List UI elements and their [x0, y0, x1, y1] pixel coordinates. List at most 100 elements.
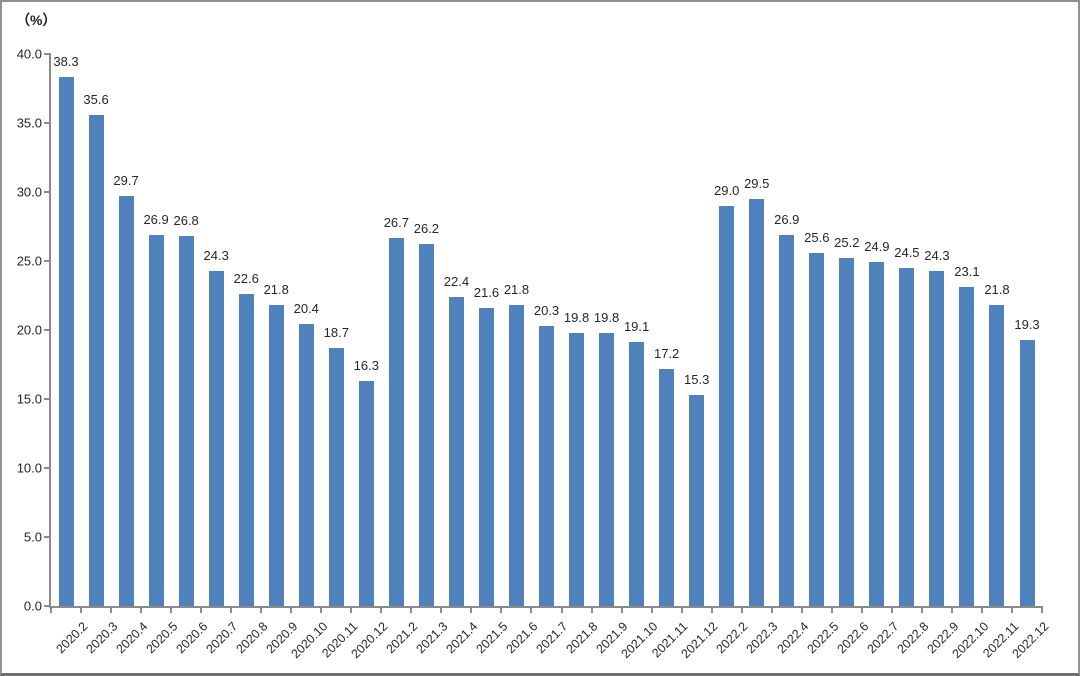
x-tick-mark: [170, 606, 173, 613]
bar-column-2020.12: 16.3: [351, 54, 381, 606]
bar-2022.7: [869, 262, 885, 606]
bar-value-label: 21.8: [984, 282, 1010, 298]
x-tick-mark: [830, 606, 833, 613]
x-tick-mark: [260, 606, 263, 613]
bar-column-2022.8: 24.5: [892, 54, 922, 606]
x-tick-mark: [350, 606, 353, 613]
bar-value-label: 20.4: [293, 301, 319, 317]
bar-value-label: 24.3: [924, 247, 950, 263]
bar-column-2021.11: 17.2: [652, 54, 682, 606]
bar-value-label: 17.2: [653, 345, 680, 361]
x-axis-labels: 2020.2 2020.3 2020.4 2020.5 2020.6 2020.7 2020…: [51, 606, 1051, 673]
bar-column-2020.5: 26.9: [141, 54, 171, 606]
bar-2021.2: [388, 237, 404, 606]
bar-2021.12: [689, 394, 705, 606]
bar-value-label: 23.1: [954, 264, 980, 280]
bar-value-label: 38.3: [53, 54, 79, 70]
x-tick-mark: [290, 606, 293, 613]
y-tick-label: 25.0: [16, 253, 42, 269]
y-tick-mark: [44, 329, 51, 331]
bar-column-2022.11: 21.8: [982, 54, 1012, 606]
bar-column-2021.12: 15.3: [682, 54, 712, 606]
x-tick-label-2021.8: 2021.8: [563, 619, 601, 657]
bar-value-label: 15.3: [684, 371, 710, 387]
x-tick-label-2021.3: 2021.3: [413, 619, 451, 657]
bar-2020.9: [268, 305, 284, 606]
y-tick-mark: [44, 398, 51, 400]
bar-column-2021.10: 19.1: [622, 54, 652, 606]
x-tick-label-2021.2: 2021.2: [383, 619, 421, 657]
bar-2022.9: [929, 270, 945, 606]
x-tick-label-2022.2: 2022.2: [713, 619, 751, 657]
y-axis-unit-label: （%）: [16, 12, 57, 28]
bar-value-label: 20.3: [533, 302, 560, 318]
x-tick-label-2021.4: 2021.4: [443, 619, 481, 657]
bar-column-2020.6: 26.8: [171, 54, 201, 606]
y-tick-label: 5.0: [23, 529, 42, 545]
bar-2021.8: [569, 332, 585, 606]
bar-2022.12: [1019, 339, 1035, 606]
y-tick-mark: [44, 260, 51, 262]
bar-value-label: 35.6: [83, 91, 109, 107]
bar-value-label: 22.4: [443, 273, 470, 289]
bar-2020.7: [208, 270, 224, 606]
bar-2021.6: [508, 305, 524, 606]
x-tick-mark: [980, 606, 983, 613]
bar-value-label: 21.8: [263, 282, 289, 298]
x-tick-mark: [950, 606, 953, 613]
y-tick-label: 35.0: [16, 115, 42, 131]
bar-value-label: 26.7: [383, 214, 410, 230]
bar-2021.5: [478, 307, 494, 606]
x-tick-mark: [410, 606, 413, 613]
x-tick-mark: [200, 606, 203, 613]
x-tick-mark: [470, 606, 473, 613]
x-tick-mark: [1010, 606, 1013, 613]
bar-value-label: 22.6: [233, 271, 259, 287]
bar-column-2020.7: 24.3: [201, 54, 231, 606]
x-tick-mark: [50, 606, 52, 613]
bar-column-2022.3: 29.5: [742, 54, 772, 606]
y-tick-label: 40.0: [16, 46, 42, 62]
x-tick-label-2021.6: 2021.6: [503, 619, 541, 657]
bar-column-2022.7: 24.9: [862, 54, 892, 606]
bar-column-2021.2: 26.7: [381, 54, 411, 606]
x-tick-label-2022.3: 2022.3: [743, 619, 781, 657]
bar-2021.11: [659, 368, 675, 606]
x-tick-mark: [890, 606, 893, 613]
bar-value-label: 26.9: [143, 211, 169, 227]
bar-2020.8: [238, 294, 254, 606]
bar-column-2022.12: 19.3: [1012, 54, 1042, 606]
bar-value-label: 26.9: [774, 211, 800, 227]
x-tick-mark: [1041, 606, 1043, 613]
bar-2021.9: [599, 332, 615, 606]
bar-2022.10: [959, 287, 975, 606]
y-tick-mark: [44, 122, 51, 124]
bar-value-label: 24.5: [894, 244, 920, 260]
bar-value-label: 19.1: [623, 319, 650, 335]
bar-value-label: 24.9: [864, 239, 890, 255]
x-tick-label-2020.3: 2020.3: [83, 619, 121, 657]
bar-column-2020.8: 22.6: [231, 54, 261, 606]
x-tick-label-2022.6: 2022.6: [834, 619, 872, 657]
x-tick-mark: [500, 606, 503, 613]
x-tick-label-2020.5: 2020.5: [143, 619, 181, 657]
bar-value-label: 24.3: [203, 247, 229, 263]
bar-value-label: 21.8: [503, 282, 530, 298]
bar-value-label: 26.2: [413, 221, 440, 237]
bar-2022.6: [839, 258, 855, 606]
bar-2022.2: [719, 205, 735, 606]
bar-2020.2: [58, 77, 74, 606]
bar-value-label: 25.6: [804, 229, 830, 245]
bar-value-label: 19.3: [1014, 316, 1040, 332]
bar-column-2021.6: 21.8: [501, 54, 531, 606]
x-tick-label-2022.7: 2022.7: [864, 619, 902, 657]
y-tick-mark: [44, 605, 51, 607]
bar-2020.4: [118, 196, 134, 606]
x-tick-mark: [920, 606, 923, 613]
y-tick-mark: [44, 191, 51, 193]
bar-column-2020.2: 38.3: [51, 54, 81, 606]
bar-column-2021.8: 19.8: [562, 54, 592, 606]
bar-value-label: 29.0: [714, 182, 740, 198]
bar-value-label: 29.7: [113, 173, 139, 189]
